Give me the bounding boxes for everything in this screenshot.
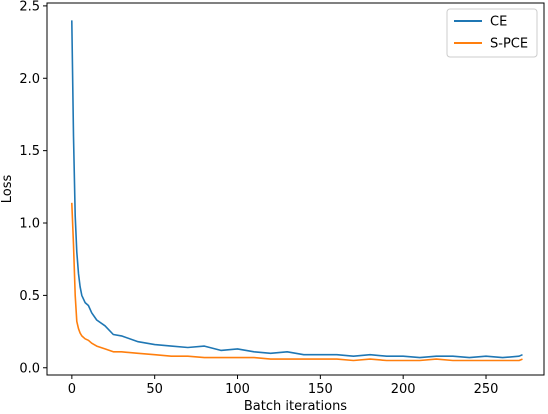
x-tick-label: 50 — [146, 382, 163, 397]
legend: CE S-PCE — [446, 8, 538, 58]
x-tick-label: 0 — [68, 382, 76, 397]
y-axis-ticks: 0.0 0.5 1.0 1.5 2.0 2.5 — [19, 0, 47, 376]
x-tick-label: 250 — [474, 382, 499, 397]
x-tick-label: 150 — [308, 382, 333, 397]
y-axis-label: Loss — [0, 175, 15, 204]
series-layer — [71, 20, 523, 362]
y-tick-label: 0.5 — [19, 289, 40, 304]
y-tick-label: 2.0 — [19, 72, 40, 87]
x-tick-label: 100 — [225, 382, 250, 397]
series-line-s-pce — [71, 202, 523, 362]
x-tick-label: 200 — [391, 382, 416, 397]
y-tick-label: 2.5 — [19, 0, 40, 14]
y-tick-label: 0.0 — [19, 361, 40, 376]
legend-label: CE — [490, 15, 507, 30]
y-tick-label: 1.0 — [19, 217, 40, 232]
x-axis-ticks: 0 50 100 150 200 250 — [68, 375, 499, 397]
x-axis-label: Batch iterations — [244, 399, 347, 414]
plot-area — [46, 2, 545, 376]
series-line-ce — [71, 20, 523, 359]
y-tick-label: 1.5 — [19, 144, 40, 159]
legend-label: S-PCE — [490, 37, 528, 52]
